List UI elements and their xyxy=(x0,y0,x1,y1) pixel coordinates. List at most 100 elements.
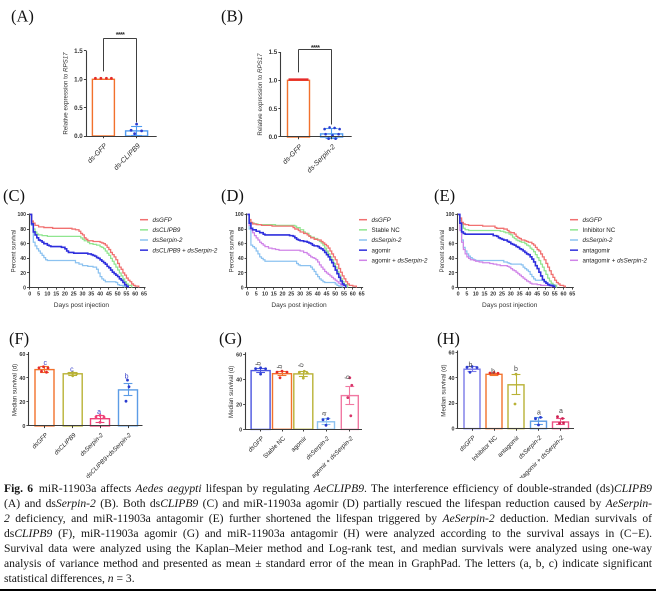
svg-text:45: 45 xyxy=(106,292,112,298)
svg-text:20: 20 xyxy=(238,271,244,277)
svg-text:60: 60 xyxy=(350,292,356,298)
svg-text:55: 55 xyxy=(123,292,129,298)
svg-text:0: 0 xyxy=(451,285,454,291)
svg-text:Stable NC: Stable NC xyxy=(262,435,287,460)
svg-text:Relative expression to RPS17: Relative expression to RPS17 xyxy=(63,52,70,135)
svg-text:50: 50 xyxy=(543,292,549,298)
svg-text:Days post injection: Days post injection xyxy=(271,302,327,309)
svg-text:55: 55 xyxy=(552,292,558,298)
svg-text:dsGFP: dsGFP xyxy=(458,434,477,453)
svg-text:dsCLIPB9 + dsSerpin-2: dsCLIPB9 + dsSerpin-2 xyxy=(153,247,218,254)
svg-text:1.5: 1.5 xyxy=(269,49,278,56)
svg-text:b: b xyxy=(468,362,472,369)
svg-text:a: a xyxy=(97,409,101,416)
svg-text:(D): (D) xyxy=(221,186,244,205)
svg-text:c: c xyxy=(70,366,74,373)
svg-text:Median survival (d): Median survival (d) xyxy=(228,366,235,418)
svg-text:20: 20 xyxy=(19,400,25,406)
svg-text:Relative expression to RPS17: Relative expression to RPS17 xyxy=(257,53,264,136)
svg-text:100: 100 xyxy=(235,212,244,218)
svg-text:agomir: agomir xyxy=(372,247,391,254)
svg-text:(H): (H) xyxy=(437,329,460,348)
svg-text:10: 10 xyxy=(473,292,479,298)
svg-text:0: 0 xyxy=(239,427,242,433)
svg-text:50: 50 xyxy=(332,292,338,298)
svg-text:(E): (E) xyxy=(434,186,455,205)
svg-text:20: 20 xyxy=(280,292,286,298)
svg-text:dsGFP: dsGFP xyxy=(372,217,392,224)
svg-text:dsSerpin-2: dsSerpin-2 xyxy=(153,237,183,244)
svg-text:c: c xyxy=(44,360,48,367)
svg-text:10: 10 xyxy=(262,292,268,298)
svg-text:Inhibitor NC: Inhibitor NC xyxy=(583,227,616,234)
svg-text:30: 30 xyxy=(508,292,514,298)
svg-text:100: 100 xyxy=(18,212,27,218)
svg-text:60: 60 xyxy=(561,292,567,298)
svg-text:0.0: 0.0 xyxy=(74,133,83,140)
svg-text:(G): (G) xyxy=(219,329,242,348)
svg-text:0: 0 xyxy=(246,292,249,298)
svg-text:40: 40 xyxy=(449,376,455,382)
svg-text:0.0: 0.0 xyxy=(269,134,278,141)
svg-text:0: 0 xyxy=(22,424,25,430)
svg-text:Percent survival: Percent survival xyxy=(12,230,18,273)
svg-text:agomir: agomir xyxy=(290,435,308,453)
svg-text:25: 25 xyxy=(499,292,505,298)
svg-text:55: 55 xyxy=(341,292,347,298)
svg-text:60: 60 xyxy=(20,242,26,248)
svg-text:antagomir + dsSerpin-2: antagomir + dsSerpin-2 xyxy=(583,258,648,265)
svg-text:45: 45 xyxy=(324,292,330,298)
svg-text:1.0: 1.0 xyxy=(269,78,278,85)
svg-text:dsCLIPB9: dsCLIPB9 xyxy=(53,431,78,456)
svg-text:35: 35 xyxy=(88,292,94,298)
svg-text:80: 80 xyxy=(20,227,26,233)
svg-text:60: 60 xyxy=(449,351,455,357)
svg-text:40: 40 xyxy=(238,256,244,262)
svg-text:Days post injection: Days post injection xyxy=(482,302,538,309)
svg-text:60: 60 xyxy=(132,292,138,298)
svg-text:10: 10 xyxy=(44,292,50,298)
svg-text:b: b xyxy=(514,366,518,373)
svg-text:Percent survival: Percent survival xyxy=(229,230,235,273)
svg-text:60: 60 xyxy=(238,242,244,248)
svg-text:0: 0 xyxy=(457,292,460,298)
svg-text:20: 20 xyxy=(449,401,455,407)
svg-text:80: 80 xyxy=(238,227,244,233)
svg-text:65: 65 xyxy=(141,292,147,298)
svg-text:b: b xyxy=(125,374,129,381)
svg-text:Percent survival: Percent survival xyxy=(440,230,446,273)
svg-text:dsGFP: dsGFP xyxy=(31,431,50,450)
svg-text:60: 60 xyxy=(236,352,242,358)
svg-text:40: 40 xyxy=(97,292,103,298)
svg-text:60: 60 xyxy=(449,242,455,248)
svg-text:ds-CLIPB9: ds-CLIPB9 xyxy=(112,142,142,172)
svg-text:(B): (B) xyxy=(221,7,243,26)
svg-text:(A): (A) xyxy=(11,7,34,26)
svg-text:35: 35 xyxy=(517,292,523,298)
svg-text:40: 40 xyxy=(525,292,531,298)
svg-text:40: 40 xyxy=(236,377,242,383)
svg-text:agomir + dsSerpin-2: agomir + dsSerpin-2 xyxy=(310,435,355,478)
svg-text:0: 0 xyxy=(241,285,244,291)
svg-text:****: **** xyxy=(116,32,125,39)
svg-text:20: 20 xyxy=(449,271,455,277)
svg-text:a: a xyxy=(537,410,541,417)
svg-text:Days post injection: Days post injection xyxy=(54,302,110,309)
svg-text:agomir + dsSerpin-2: agomir + dsSerpin-2 xyxy=(372,258,428,265)
svg-text:dsSerpin-2: dsSerpin-2 xyxy=(79,431,106,458)
svg-text:b: b xyxy=(345,375,353,380)
svg-text:65: 65 xyxy=(569,292,575,298)
svg-text:0.5: 0.5 xyxy=(74,105,83,112)
svg-text:40: 40 xyxy=(20,256,26,262)
svg-text:Median survival (d): Median survival (d) xyxy=(11,364,18,416)
svg-text:dsGFP: dsGFP xyxy=(153,217,173,224)
svg-text:b: b xyxy=(491,369,495,376)
svg-text:60: 60 xyxy=(19,352,25,358)
svg-text:20: 20 xyxy=(490,292,496,298)
svg-text:Stable NC: Stable NC xyxy=(372,227,401,234)
svg-text:80: 80 xyxy=(449,227,455,233)
svg-text:30: 30 xyxy=(80,292,86,298)
svg-text:5: 5 xyxy=(255,292,258,298)
svg-text:20: 20 xyxy=(236,402,242,408)
svg-text:dsGFP: dsGFP xyxy=(247,435,266,454)
